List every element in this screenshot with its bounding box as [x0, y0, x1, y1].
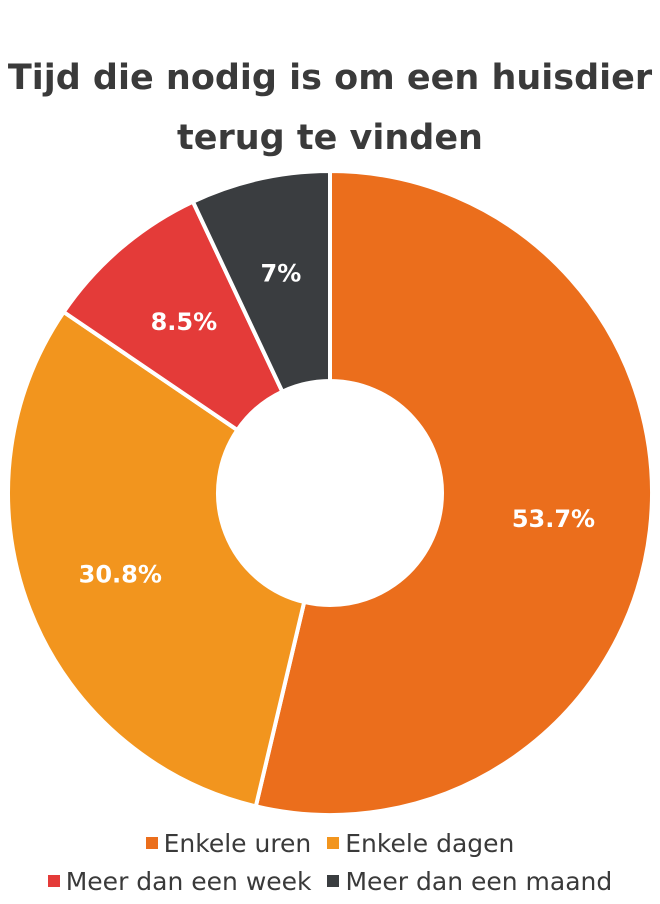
legend-item-enkele-uren[interactable]: Enkele uren: [145, 828, 312, 858]
chart-title-line-2: terug te vinden: [177, 118, 483, 158]
data-label-enkele-dagen: 30.8%: [79, 561, 162, 589]
legend-item-meer-dan-een-week[interactable]: Meer dan een week: [47, 866, 312, 896]
legend-item-enkele-dagen[interactable]: Enkele dagen: [327, 829, 514, 858]
data-label-meer-dan-een-week: 8.5%: [151, 308, 218, 336]
legend-swatch-enkele-dagen: [327, 837, 340, 849]
legend-row-2: Meer dan een week Meer dan een maand: [0, 864, 660, 896]
slice-meer-dan-een-maand[interactable]: [190, 169, 332, 394]
legend-label-meer-dan-een-week: Meer dan een week: [65, 866, 312, 896]
legend-label-enkele-uren: Enkele uren: [163, 828, 312, 858]
legend-swatch-meer-dan-een-week: [47, 875, 60, 887]
legend-item-meer-dan-een-maand[interactable]: Meer dan een maand: [327, 867, 612, 896]
legend-swatch-meer-dan-een-maand: [327, 875, 340, 887]
slice-enkele-dagen[interactable]: [6, 310, 307, 809]
chart-title-line-1: Tijd die nodig is om een huisdier: [7, 58, 653, 98]
data-label-enkele-uren: 53.7%: [512, 505, 595, 533]
legend-row-1: Enkele uren Enkele dagen: [0, 826, 660, 858]
slice-meer-dan-een-week[interactable]: [61, 199, 285, 433]
slice-enkele-uren[interactable]: [253, 169, 654, 817]
chart-title: Tijd die nodig is om een huisdier terug …: [0, 48, 660, 168]
legend-swatch-enkele-uren: [145, 837, 158, 849]
legend-label-enkele-dagen: Enkele dagen: [345, 828, 515, 858]
data-label-meer-dan-een-maand: 7%: [261, 259, 302, 287]
legend-label-meer-dan-een-maand: Meer dan een maand: [345, 866, 613, 896]
